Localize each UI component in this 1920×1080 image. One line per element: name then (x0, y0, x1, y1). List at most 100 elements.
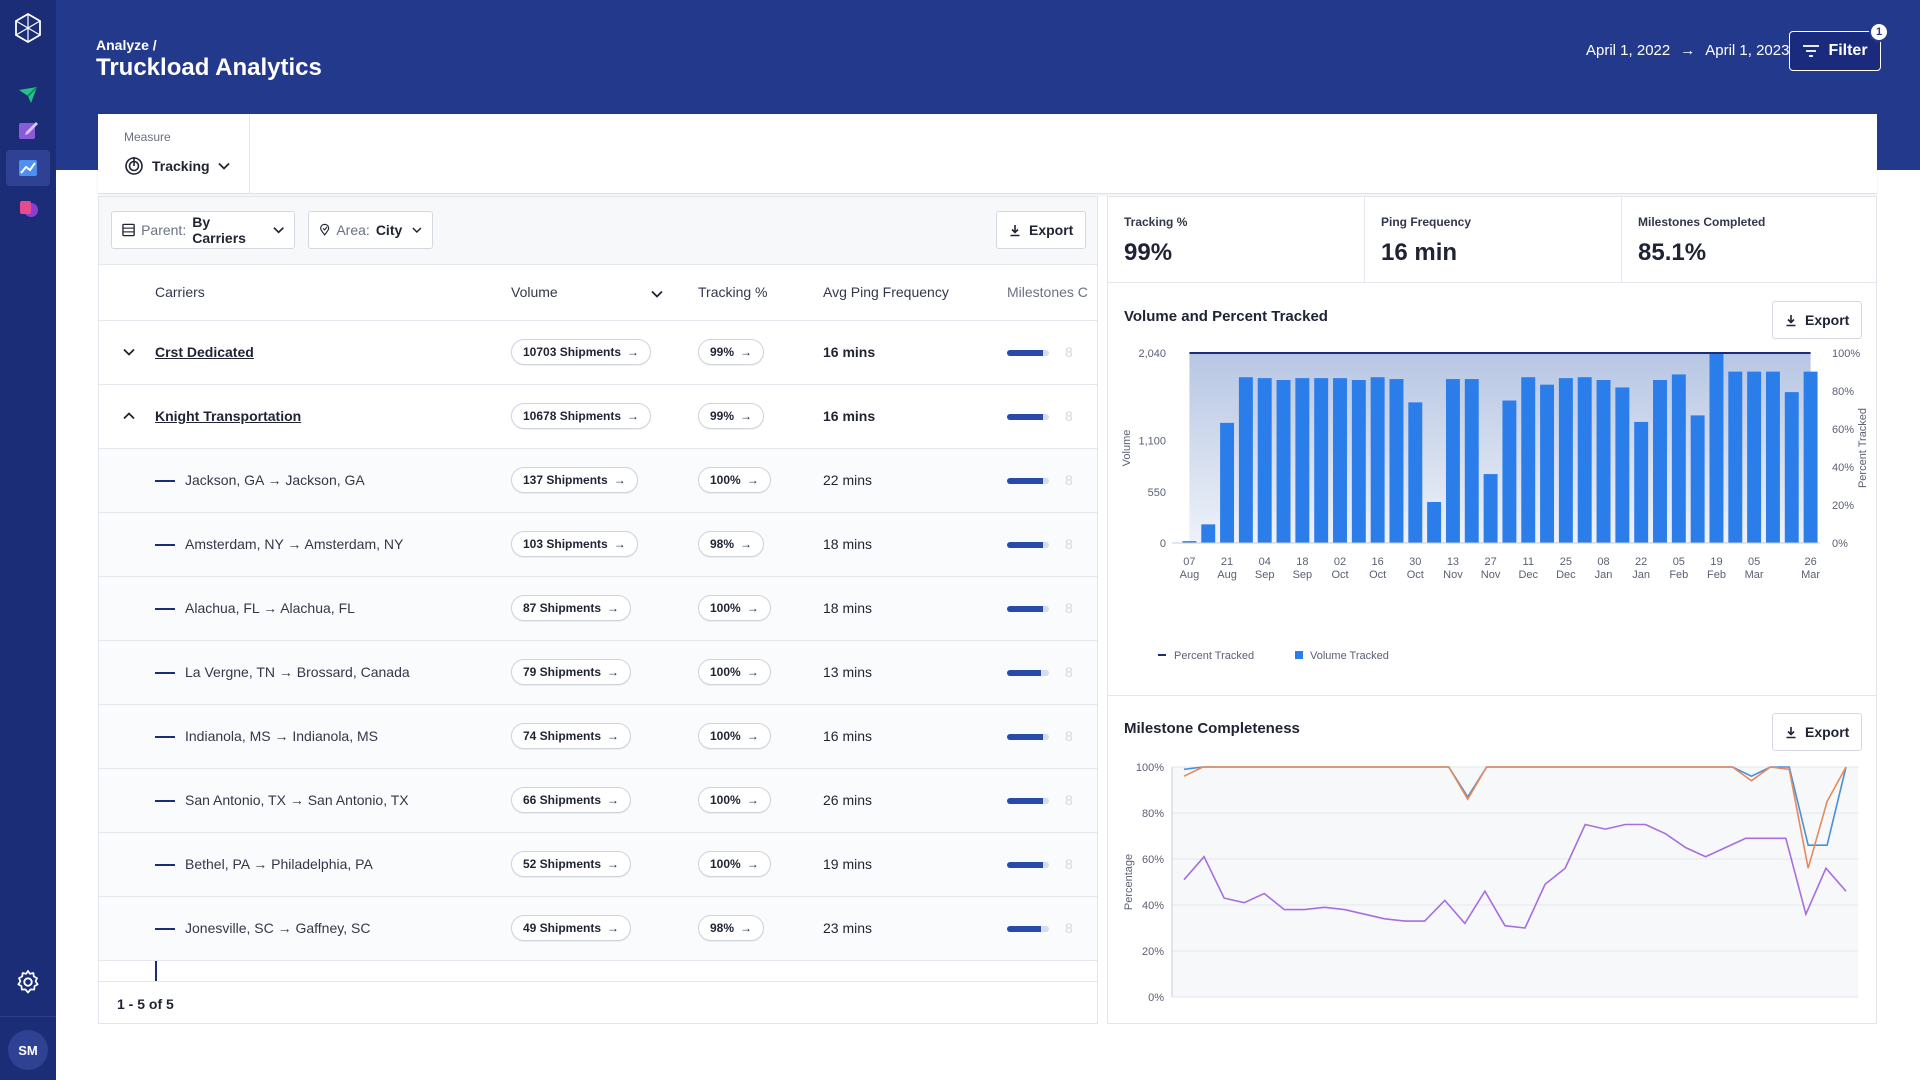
tracking-pill[interactable]: 98% → (698, 531, 765, 557)
date-range[interactable]: April 1, 2022 → April 1, 2023 (1586, 42, 1789, 59)
volume-bar (1521, 377, 1536, 543)
y-tick-label: 550 (1148, 487, 1166, 499)
arrow-right-icon: → (746, 665, 759, 679)
legend-label-volume-tracked: Volume Tracked (1310, 650, 1389, 662)
app-logo-icon[interactable] (12, 12, 44, 44)
volume-pill[interactable]: 49 Shipments → (511, 915, 632, 941)
measure-dropdown[interactable]: Tracking (124, 156, 249, 176)
measure-label: Measure (124, 130, 171, 144)
volume-chart-export-button[interactable]: Export (1772, 301, 1863, 339)
parent-value: By Carriers (192, 214, 246, 246)
volume-pill[interactable]: 10678 Shipments → (511, 403, 652, 429)
table-row[interactable]: Jonesville, SC → Gaffney, SC 49 Shipment… (99, 897, 1097, 961)
breadcrumb[interactable]: Analyze / (96, 37, 157, 53)
y2-tick-label: 0% (1832, 538, 1848, 550)
table-row[interactable]: La Vergne, TN → Brossard, Canada 79 Ship… (99, 641, 1097, 705)
table-row[interactable]: Knight Transportation 10678 Shipments → 9… (99, 385, 1097, 449)
volume-bar (1333, 378, 1347, 543)
tracking-pill[interactable]: 100% → (698, 851, 771, 877)
column-header-volume[interactable]: Volume (511, 284, 558, 300)
arrow-right-icon: → (746, 857, 759, 871)
tracking-pill[interactable]: 100% → (698, 467, 771, 493)
y2-axis-title: Percent Tracked (1857, 408, 1869, 488)
parent-dropdown[interactable]: Parent: By Carriers (111, 211, 295, 249)
milestone-value: 8 (1065, 792, 1073, 808)
tree-tick (155, 480, 175, 482)
legend-swatch-volume-tracked (1295, 651, 1303, 659)
milestone-chart-export-button[interactable]: Export (1772, 713, 1863, 751)
x-tick-label: 02 Oct (1331, 556, 1348, 581)
column-header-carriers[interactable]: Carriers (155, 284, 205, 300)
y-tick-label: 20% (1142, 946, 1164, 958)
area-dropdown[interactable]: Area: City (308, 211, 433, 249)
tree-tick (155, 928, 175, 930)
volume-pill[interactable]: 103 Shipments → (511, 531, 638, 557)
apps-nav-button[interactable] (6, 190, 50, 226)
carrier-link[interactable]: Knight Transportation (155, 408, 302, 424)
tracking-pill[interactable]: 100% → (698, 595, 771, 621)
left-rail: SM (0, 0, 56, 1080)
shipments-nav-button[interactable] (6, 76, 50, 112)
tracking-pill[interactable]: 100% → (698, 723, 771, 749)
column-header-tracking[interactable]: Tracking % (698, 284, 768, 300)
parent-label: Parent: (141, 222, 187, 238)
x-tick-label: 08 Jan (1595, 556, 1613, 581)
sort-chevron-icon[interactable] (651, 290, 663, 298)
tracking-pill[interactable]: 98% → (698, 915, 765, 941)
tracking-pill[interactable]: 99% → (698, 403, 765, 429)
table-row[interactable]: Alachua, FL → Alachua, FL 87 Shipments → … (99, 577, 1097, 641)
filter-label: Filter (1828, 42, 1868, 59)
milestone-completeness-chart: 0% 20% 40% 60% 80% 100% Percentage (1123, 762, 1858, 1004)
kpi-label: Ping Frequency (1381, 215, 1472, 229)
ping-frequency: 16 mins (823, 344, 876, 360)
column-header-milestones[interactable]: Milestones C (1007, 284, 1088, 300)
carrier-link[interactable]: Crst Dedicated (155, 344, 254, 360)
tree-tick (155, 800, 175, 802)
kpi-value: 99% (1124, 239, 1173, 266)
tracking-pill[interactable]: 99% → (698, 339, 765, 365)
tree-tick (155, 544, 175, 546)
volume-pill[interactable]: 66 Shipments → (511, 787, 632, 813)
volume-pill[interactable]: 137 Shipments → (511, 467, 638, 493)
milestone-bar-fill (1007, 414, 1043, 420)
table-export-button[interactable]: Export (996, 211, 1087, 249)
filter-button[interactable]: Filter 1 (1789, 22, 1889, 71)
table-row[interactable]: Jackson, GA → Jackson, GA 137 Shipments →… (99, 449, 1097, 513)
y-tick-label: 1,100 (1138, 436, 1166, 448)
table-row[interactable]: San Antonio, TX → San Antonio, TX 66 Shi… (99, 769, 1097, 833)
area-label: Area: (336, 222, 370, 238)
volume-pill[interactable]: 10703 Shipments → (511, 339, 652, 365)
table-row[interactable]: Amsterdam, NY → Amsterdam, NY 103 Shipme… (99, 513, 1097, 577)
volume-pill[interactable]: 87 Shipments → (511, 595, 632, 621)
analytics-nav-button[interactable] (6, 150, 50, 186)
volume-pill[interactable]: 52 Shipments → (511, 851, 632, 877)
avatar[interactable]: SM (8, 1030, 48, 1070)
export-label: Export (1805, 724, 1850, 740)
milestone-bar-fill (1007, 926, 1041, 932)
table-row[interactable]: Bethel, PA → Philadelphia, PA 52 Shipmen… (99, 833, 1097, 897)
milestone-bar (1007, 606, 1049, 612)
collapse-chevron-up-icon[interactable] (121, 408, 137, 424)
tracking-pill[interactable]: 100% → (698, 659, 771, 685)
table-row[interactable]: Indianola, MS → Indianola, MS 74 Shipmen… (99, 705, 1097, 769)
gear-icon[interactable] (14, 968, 42, 996)
y-tick-label: 2,040 (1138, 348, 1166, 360)
volume-pill-label: 103 Shipments (523, 537, 608, 551)
column-header-ping-frequency[interactable]: Avg Ping Frequency (823, 284, 949, 300)
expand-chevron-down-icon[interactable] (121, 344, 137, 360)
filter-icon (1803, 45, 1820, 57)
x-tick-label: 05 Feb (1669, 556, 1688, 581)
measure-selector[interactable]: Measure Tracking (98, 114, 250, 194)
volume-pill[interactable]: 74 Shipments → (511, 723, 632, 749)
milestone-value: 8 (1065, 536, 1073, 552)
kpi-milestones: Milestones Completed 85.1% (1622, 197, 1876, 283)
x-tick-day: 27 (1484, 556, 1496, 568)
arrow-right-icon: → (746, 601, 759, 615)
volume-bar (1558, 378, 1573, 543)
edit-nav-button[interactable] (6, 112, 50, 148)
tracking-pill[interactable]: 100% → (698, 787, 771, 813)
milestone-bar-fill (1007, 606, 1043, 612)
table-row[interactable]: Crst Dedicated 10703 Shipments → 99% → 16 … (99, 321, 1097, 385)
shipments-icon (19, 86, 38, 103)
volume-pill[interactable]: 79 Shipments → (511, 659, 632, 685)
